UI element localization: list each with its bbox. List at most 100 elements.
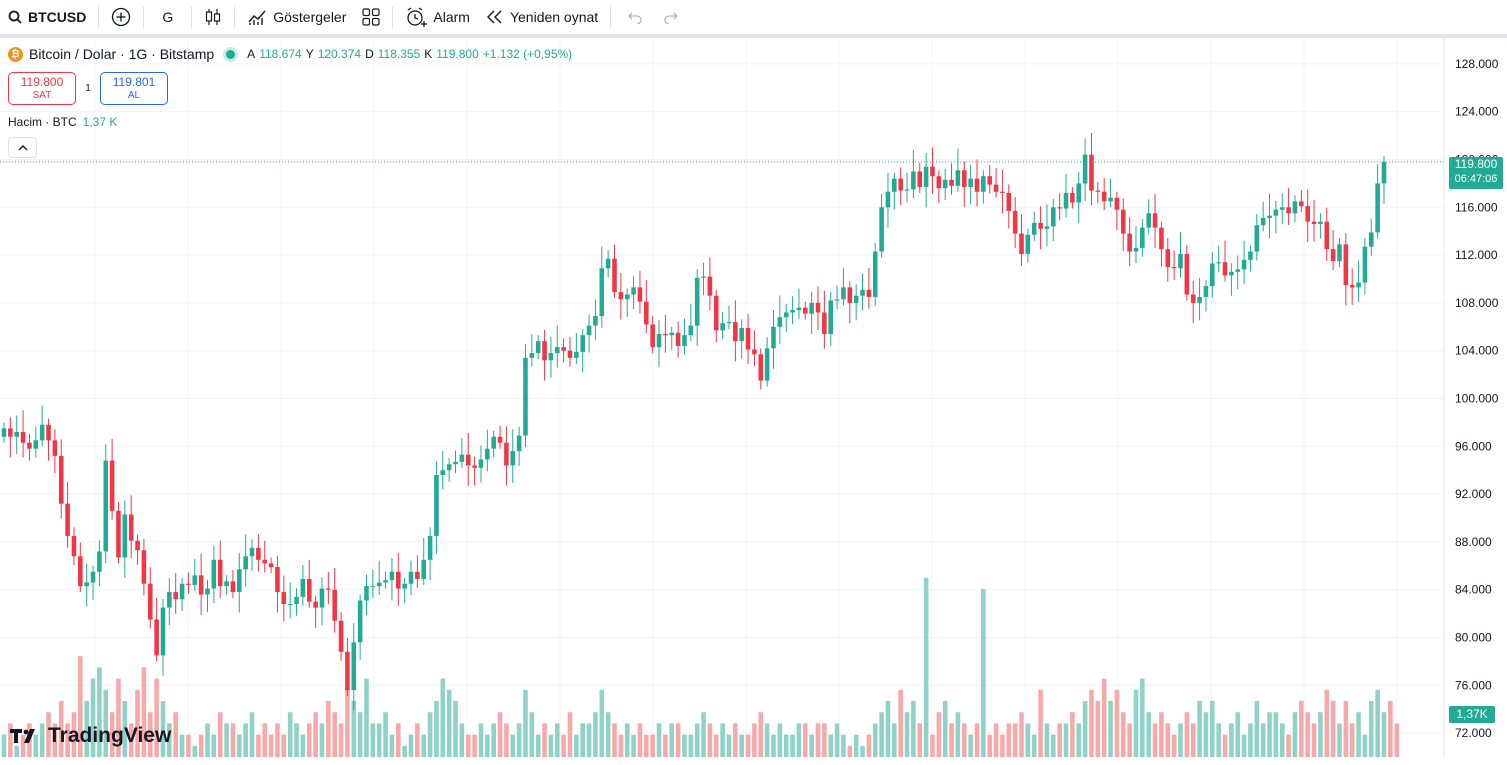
add-circle-icon: [111, 7, 131, 27]
candle-body: [968, 178, 973, 187]
volume-bar: [516, 723, 522, 757]
y-tick-label: 100.000: [1455, 392, 1499, 406]
volume-bar: [599, 689, 605, 757]
candle-body: [688, 325, 694, 336]
symbol-search-button[interactable]: BTCUSD: [0, 0, 94, 34]
volume-bar: [987, 734, 993, 757]
candle-body: [834, 299, 840, 301]
volume-bar: [764, 723, 770, 757]
candle-body: [217, 559, 223, 587]
volume-bar: [440, 678, 446, 757]
candle-body: [1381, 161, 1387, 184]
replay-button[interactable]: Yeniden oynat: [478, 0, 606, 34]
candle-body: [942, 179, 948, 189]
volume-bar: [294, 723, 299, 757]
volume-bar: [14, 745, 20, 757]
candle-body: [618, 292, 624, 300]
volume-bar: [1171, 734, 1177, 757]
last-price-value: 119.800: [1454, 157, 1498, 171]
replay-label: Yeniden oynat: [509, 9, 599, 25]
tradingview-logo[interactable]: TradingView: [10, 724, 171, 748]
volume-bar: [841, 734, 846, 757]
volume-bar: [1120, 712, 1126, 757]
layouts-button[interactable]: [354, 0, 388, 34]
candle-body: [904, 189, 910, 191]
candle-body: [1279, 207, 1285, 210]
bar-countdown: 06:47:06: [1454, 173, 1498, 185]
candle-body: [14, 431, 20, 437]
candle-body: [923, 166, 929, 187]
volume-bar: [1318, 712, 1323, 757]
candle-body: [974, 178, 980, 192]
candle-body: [491, 436, 496, 449]
volume-bar: [465, 734, 471, 757]
candle-body: [758, 354, 764, 381]
volume-bar: [351, 701, 357, 757]
volume-bar: [97, 667, 102, 757]
volume-bar: [828, 734, 834, 757]
volume-bar: [917, 723, 923, 757]
sell-button[interactable]: 119.800 SAT: [8, 72, 76, 105]
volume-bar: [319, 723, 325, 757]
symbol-title[interactable]: Bitcoin / Dolar · 1G · Bitstamp: [29, 46, 215, 62]
candle-body: [376, 582, 382, 587]
candle-body: [554, 347, 560, 354]
y-tick-label: 104.000: [1455, 344, 1499, 358]
candle-body: [427, 535, 433, 560]
volume-bar: [1006, 723, 1012, 757]
buy-button[interactable]: 119.801 AL: [100, 72, 168, 105]
volume-bar: [205, 723, 210, 757]
candle-body: [981, 176, 986, 192]
candle-body: [237, 569, 242, 593]
compare-button[interactable]: [103, 0, 139, 34]
volume-bar: [879, 712, 884, 757]
volume-bar: [1216, 723, 1221, 757]
volume-bar: [1133, 689, 1139, 757]
candle-body: [987, 176, 993, 185]
candle-body: [650, 324, 655, 348]
candle-body: [357, 600, 363, 643]
candle-body: [1356, 282, 1361, 288]
undo-button[interactable]: [615, 0, 655, 34]
candle-body: [1108, 197, 1113, 202]
volume-bar: [1012, 723, 1018, 757]
candle-body: [1330, 249, 1336, 262]
volume-bar: [230, 723, 236, 757]
volume-legend[interactable]: Hacim · BTC 1,37 K: [8, 115, 117, 129]
candle-body: [1267, 215, 1272, 219]
candle-body: [1375, 183, 1380, 233]
volume-bar: [364, 678, 369, 757]
candle-body: [167, 592, 172, 608]
alarm-clock-icon: [405, 7, 428, 27]
candle-body: [1184, 253, 1190, 295]
alarm-button[interactable]: Alarm: [397, 0, 478, 34]
volume-bar: [52, 723, 58, 757]
volume-bar: [415, 723, 420, 757]
volume-bar: [847, 745, 853, 757]
trade-buttons: 119.800 SAT 1 119.801 AL: [8, 72, 168, 105]
candle-body: [39, 424, 45, 441]
collapse-legend-button[interactable]: [8, 137, 37, 158]
redo-button[interactable]: [655, 0, 687, 34]
candle-body: [71, 535, 77, 557]
indicators-button[interactable]: Göstergeler: [239, 0, 354, 34]
candle-body: [453, 461, 458, 465]
volume-bar: [1260, 723, 1266, 757]
candle-body: [351, 642, 357, 691]
candle-body: [1292, 201, 1298, 214]
candle-body: [415, 571, 420, 579]
chart-type-button[interactable]: [196, 0, 230, 34]
volume-bar: [911, 701, 916, 757]
volume-bar: [370, 723, 376, 757]
volume-bar: [33, 734, 39, 757]
volume-bar: [1178, 723, 1183, 757]
volume-bar: [249, 712, 255, 757]
candle-body: [485, 448, 490, 460]
y-tick-label: 96.000: [1455, 439, 1492, 453]
price-axis[interactable]: 72.000 76.000 80.000 84.000 88.000 92.000 96.0…: [1443, 38, 1499, 757]
candle-body: [1152, 213, 1158, 228]
candle-body: [109, 460, 115, 511]
candle-body: [930, 166, 935, 177]
interval-button[interactable]: G: [148, 0, 187, 34]
